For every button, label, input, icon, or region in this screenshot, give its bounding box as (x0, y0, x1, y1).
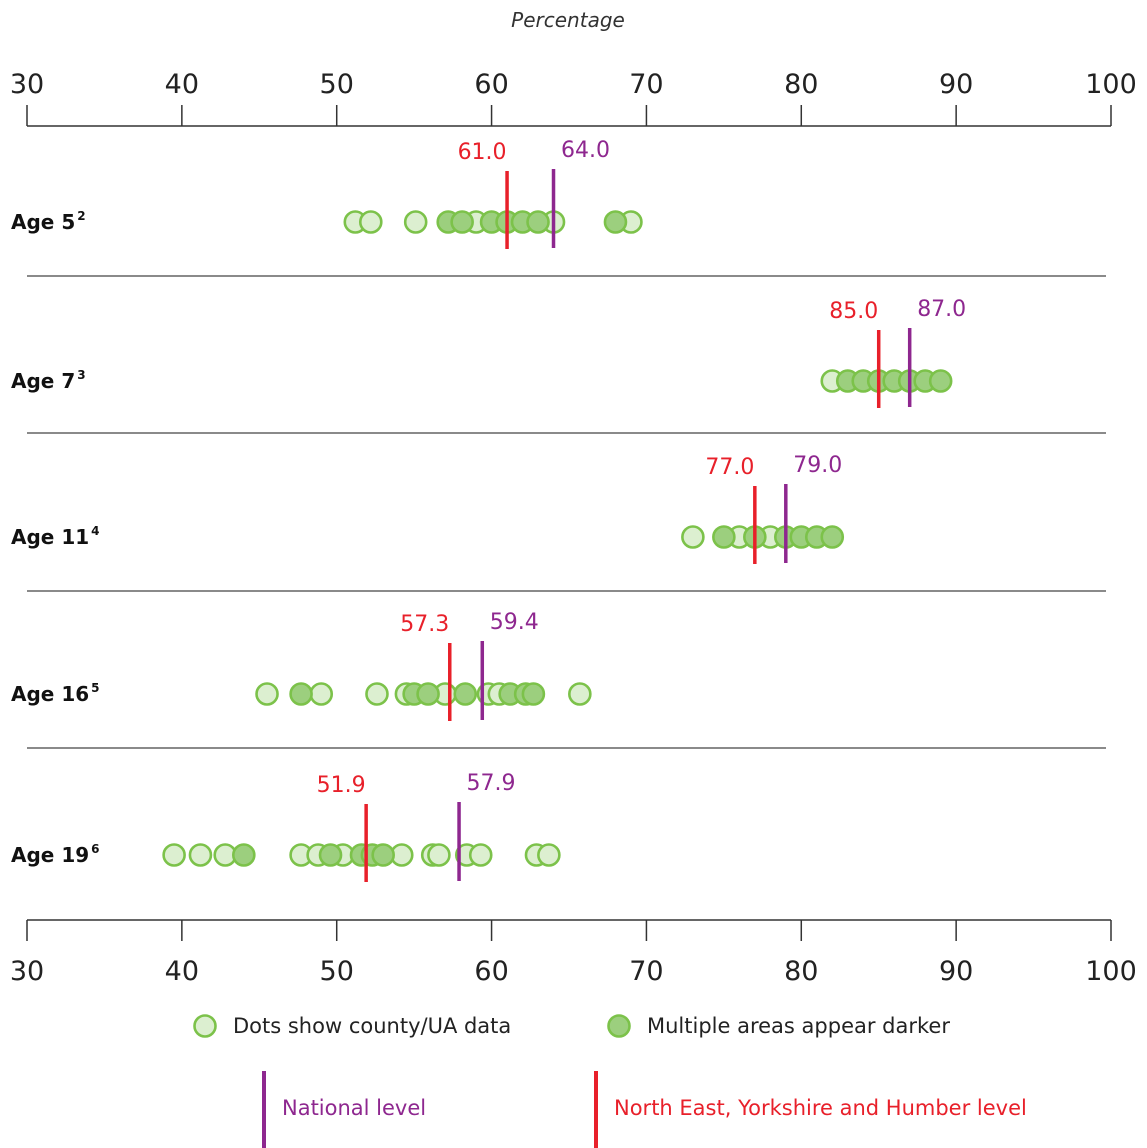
data-point-multiple (928, 369, 953, 393)
row-age-16: Age 16 5 57.3 59.4 (11, 610, 592, 721)
top-axis-tick-label: 100 (1085, 69, 1137, 100)
row-label-superscript: 5 (91, 681, 99, 695)
data-point (309, 682, 334, 706)
row-label-superscript: 2 (77, 209, 85, 223)
regional-level-label: 61.0 (458, 140, 507, 165)
legend-national-label: National level (282, 1096, 426, 1120)
national-level-label: 79.0 (793, 453, 842, 478)
data-point (255, 682, 279, 706)
data-point (358, 210, 383, 234)
legend-single-dot-label: Dots show county/UA data (233, 1014, 511, 1038)
data-point-multiple (526, 210, 550, 234)
legend-regional-label: North East, Yorkshire and Humber level (614, 1096, 1027, 1120)
row-label: Age 16 5 (11, 681, 100, 706)
row-age-7: Age 7 3 85.0 87.0 (11, 297, 966, 408)
data-point-multiple (450, 210, 474, 234)
bottom-axis-tick-label: 70 (629, 956, 663, 987)
data-point (188, 843, 213, 867)
legend: Dots show county/UA data Multiple areas … (193, 1014, 1027, 1148)
data-point (162, 843, 186, 867)
top-axis-tick-label: 50 (320, 69, 354, 100)
data-point (403, 210, 428, 234)
data-point (681, 525, 705, 549)
legend-single-dot-swatch (193, 1014, 217, 1038)
row-age-11: Age 11 4 77.0 79.0 (11, 453, 845, 564)
data-point-multiple (289, 682, 313, 706)
data-point (537, 843, 561, 867)
data-point-multiple (603, 210, 628, 234)
top-axis-tick-label: 30 (10, 69, 44, 100)
row-age-5: Age 5 2 61.0 64.0 (11, 138, 643, 249)
bottom-axis-tick-label: 90 (939, 956, 973, 987)
x-axis-title: Percentage (511, 8, 625, 32)
data-point (427, 843, 451, 867)
top-axis-tick-label: 60 (474, 69, 508, 100)
national-level-label: 57.9 (467, 771, 516, 796)
national-level-label: 87.0 (917, 297, 966, 322)
data-point-multiple (371, 843, 395, 867)
data-point-multiple (820, 525, 845, 549)
row-label-superscript: 3 (77, 368, 85, 382)
data-point-multiple (453, 682, 478, 706)
row-label: Age 19 6 (11, 842, 100, 867)
row-label-superscript: 4 (91, 524, 99, 538)
top-axis: 30 40 50 60 70 80 90 100 (10, 69, 1137, 127)
data-point-multiple (318, 843, 343, 867)
legend-multiple-dot-label: Multiple areas appear darker (647, 1014, 950, 1038)
data-point (568, 682, 592, 706)
top-axis-tick-label: 40 (165, 69, 199, 100)
national-level-label: 64.0 (561, 138, 610, 163)
legend-multiple-dot-swatch (607, 1014, 631, 1038)
top-axis-tick-label: 90 (939, 69, 973, 100)
data-point (365, 682, 389, 706)
bottom-axis-tick-label: 80 (784, 956, 818, 987)
regional-level-label: 77.0 (705, 455, 754, 480)
data-point-multiple (521, 682, 546, 706)
top-axis-tick-label: 70 (629, 69, 663, 100)
data-point-multiple (232, 843, 256, 867)
data-point (468, 843, 493, 867)
regional-level-label: 51.9 (317, 773, 366, 798)
row-age-19: Age 19 6 51.9 57.9 (11, 771, 561, 882)
row-label-superscript: 6 (91, 842, 99, 856)
bottom-axis: 30 40 50 60 70 80 90 100 (10, 919, 1137, 987)
data-point-multiple (416, 682, 440, 706)
bottom-axis-tick-label: 100 (1085, 956, 1137, 987)
data-point-multiple (712, 525, 736, 549)
bottom-axis-tick-label: 60 (474, 956, 508, 987)
bottom-axis-tick-label: 50 (320, 956, 354, 987)
bottom-axis-tick-label: 40 (165, 956, 199, 987)
row-label: Age 11 4 (11, 524, 100, 549)
chart-rows: Age 5 2 61.0 64.0 Age 7 3 85.0 87.0 Age 11 4 77.0 7… (11, 138, 1106, 882)
regional-level-label: 85.0 (829, 299, 878, 324)
national-level-label: 59.4 (490, 610, 539, 635)
bottom-axis-tick-label: 30 (10, 956, 44, 987)
top-axis-tick-label: 80 (784, 69, 818, 100)
regional-level-label: 57.3 (400, 612, 449, 637)
